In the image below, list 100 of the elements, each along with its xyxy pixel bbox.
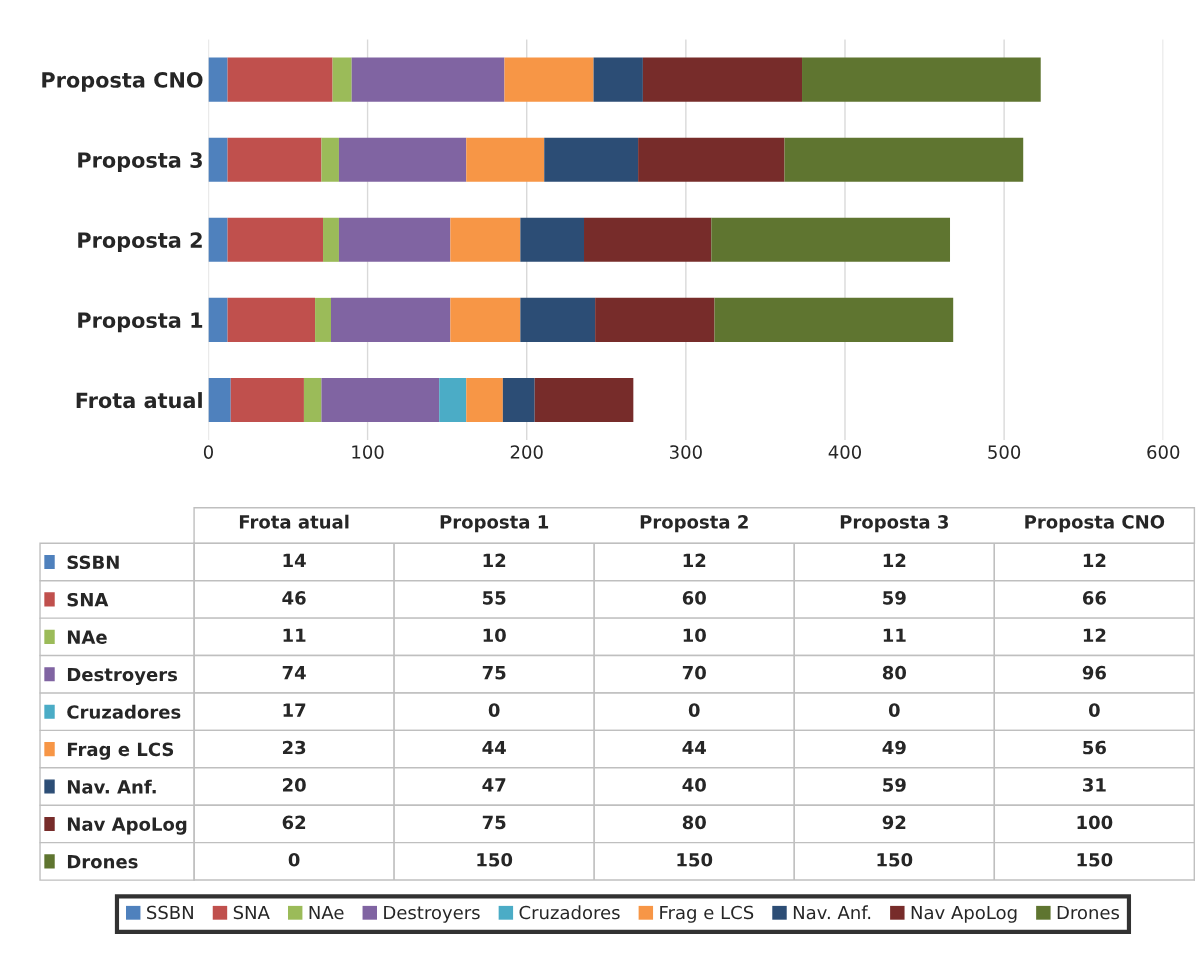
bar [504, 57, 594, 102]
bar [593, 57, 643, 102]
data-label: 49 [882, 740, 906, 755]
data-label: 46 [282, 591, 306, 605]
legend-label: Cruzadores [519, 905, 620, 920]
data-label: 31 [1083, 778, 1106, 792]
y-tick-label: Proposta 3 [78, 152, 202, 172]
legend-label: NAe [309, 905, 344, 920]
bar [208, 217, 228, 262]
data-label: 74 [282, 666, 306, 680]
x-tick-label: 0 [203, 445, 213, 459]
data-label: 59 [883, 778, 906, 792]
bar [227, 217, 324, 262]
bar [439, 377, 467, 423]
data-label: 20 [282, 778, 306, 792]
bar [466, 137, 545, 182]
bar [595, 297, 715, 342]
bar [520, 217, 585, 262]
data-label: 70 [682, 665, 706, 680]
data-label: 12 [683, 553, 706, 567]
data-label: 55 [483, 591, 506, 605]
bar [784, 137, 1024, 182]
data-label: 11 [883, 628, 906, 642]
bar [450, 297, 521, 342]
data-label: 0 [288, 852, 300, 867]
y-tick-label: Destroyers [67, 667, 178, 685]
bar [227, 57, 333, 102]
bar [227, 137, 322, 182]
data-label: 10 [483, 628, 506, 643]
data-label: 59 [883, 591, 906, 605]
data-label: 62 [282, 815, 306, 830]
data-label: 0 [888, 703, 900, 717]
x-tick-label: 300 [670, 445, 702, 459]
y-tick-label: Cruzadores [67, 704, 181, 719]
data-label: 96 [1082, 665, 1106, 680]
bar [502, 377, 535, 423]
data-label: 47 [482, 778, 506, 792]
data-label: 80 [682, 815, 706, 830]
x-tick-label: Proposta CNO [1025, 515, 1165, 533]
data-label: 14 [283, 553, 306, 567]
x-tick-label: Proposta 1 [440, 515, 549, 533]
data-label: 44 [682, 740, 706, 755]
data-label: 0 [488, 703, 500, 717]
data-label: 0 [688, 703, 700, 717]
data-label: 10 [683, 628, 706, 643]
bar [315, 297, 331, 342]
data-label: 11 [283, 628, 306, 642]
y-tick-label: Frota atual [76, 392, 202, 409]
bar [323, 217, 339, 262]
data-label: 56 [1083, 740, 1106, 755]
x-tick-label: Frota atual [239, 514, 349, 529]
bar [351, 57, 505, 102]
bar [338, 217, 451, 262]
bar [338, 137, 467, 182]
bar [227, 297, 316, 342]
data-label: 17 [283, 703, 306, 717]
y-tick-label: Proposta CNO [42, 72, 203, 92]
x-tick-label: 400 [828, 445, 862, 459]
legend-label: Destroyers [384, 905, 480, 923]
data-label: 75 [482, 666, 506, 680]
bar [714, 297, 954, 342]
bar [208, 57, 228, 102]
bar [642, 57, 803, 102]
bar [802, 57, 1041, 102]
data-label: 23 [282, 740, 306, 755]
bar [584, 217, 712, 262]
bar [711, 217, 951, 262]
bar [450, 217, 521, 262]
legend-label: Drones [1057, 905, 1120, 920]
y-tick-label: Drones [67, 855, 138, 869]
legend-label: SNA [233, 905, 270, 920]
bar [230, 377, 304, 423]
data-label: 40 [682, 778, 706, 792]
y-tick-label: SNA [67, 592, 109, 607]
bar [638, 137, 785, 182]
x-tick-label: 600 [1147, 445, 1180, 459]
data-label: 66 [1082, 591, 1106, 605]
data-label: 12 [1083, 628, 1106, 642]
data-label: 12 [1083, 553, 1106, 567]
legend-label: Frag e LCS [660, 905, 754, 923]
legend-label: Nav ApoLog [911, 905, 1017, 923]
data-label: 60 [682, 591, 706, 605]
y-tick-label: Frag e LCS [67, 742, 174, 760]
data-label: 12 [883, 553, 906, 567]
x-tick-label: Proposta 3 [840, 515, 949, 533]
data-label: 100 [1077, 815, 1113, 830]
bar [544, 137, 639, 182]
legend-label: Nav. Anf. [793, 905, 871, 920]
data-label: 12 [483, 553, 506, 567]
bar [330, 297, 451, 342]
bar [534, 377, 634, 423]
x-tick-label: 100 [352, 445, 384, 459]
y-tick-label: Proposta 2 [78, 232, 202, 253]
data-label: 150 [1077, 852, 1113, 867]
data-label: 150 [877, 852, 913, 867]
bar [332, 57, 352, 102]
y-tick-label: NAe [67, 630, 107, 644]
bar [466, 377, 503, 423]
data-label: 80 [882, 665, 907, 680]
x-tick-label: 200 [510, 445, 543, 459]
